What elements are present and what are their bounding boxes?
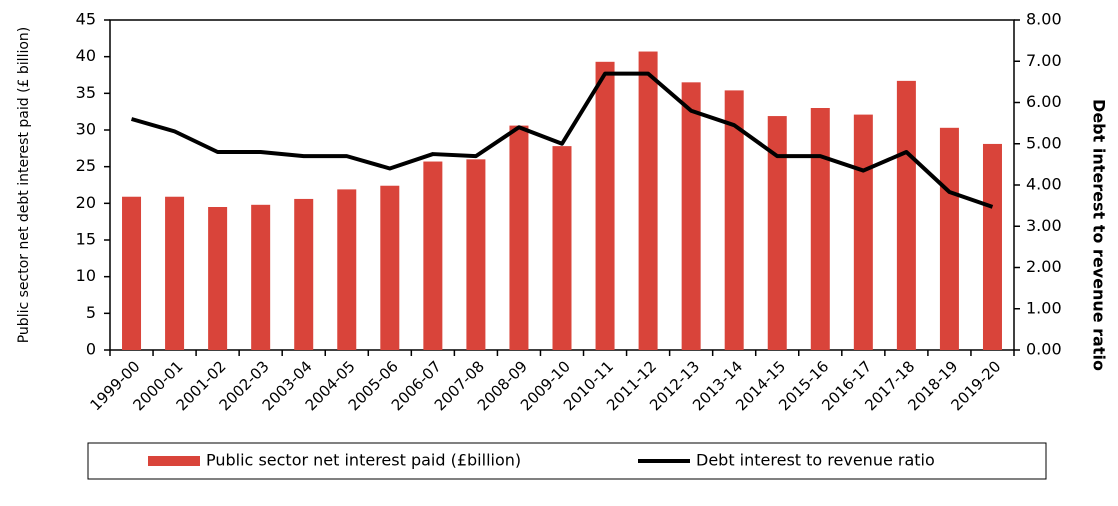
bar [767, 116, 787, 350]
y2-tick-label: 4.00 [1026, 175, 1062, 194]
bar [810, 108, 830, 350]
y-tick-label: 30 [76, 120, 96, 139]
bar [982, 143, 1002, 350]
bar [509, 125, 529, 350]
y-tick-label: 45 [76, 10, 96, 29]
y-tick-label: 0 [86, 340, 96, 359]
bar [380, 185, 400, 350]
legend-label: Debt interest to revenue ratio [696, 451, 935, 470]
bar [165, 196, 185, 350]
bar [423, 161, 443, 350]
y2-tick-label: 0.00 [1026, 340, 1062, 359]
y-tick-label: 5 [86, 303, 96, 322]
y2-tick-label: 2.00 [1026, 257, 1062, 276]
y-tick-label: 10 [76, 266, 96, 285]
bar [896, 80, 916, 350]
y2-tick-label: 1.00 [1026, 298, 1062, 317]
bar [552, 146, 572, 350]
line [130, 71, 994, 209]
y2-tick-label: 5.00 [1026, 133, 1062, 152]
bar [294, 198, 314, 350]
y2-tick-label: 7.00 [1026, 51, 1062, 70]
y2-tick-label: 3.00 [1026, 216, 1062, 235]
legend-label: Public sector net interest paid (£billio… [206, 451, 521, 470]
bar [638, 51, 658, 351]
y2-tick-label: 6.00 [1026, 92, 1062, 111]
bar [595, 61, 615, 351]
bar [466, 159, 486, 350]
y2-tick-label: 8.00 [1026, 10, 1062, 29]
bar [681, 82, 701, 350]
y-tick-label: 25 [76, 156, 96, 175]
y-tick-label: 15 [76, 230, 96, 249]
y-tick-label: 20 [76, 193, 96, 212]
y-axis-label: Public sector net debt interest paid (£ … [16, 27, 32, 344]
legend-swatch [148, 456, 200, 466]
bar [337, 189, 357, 350]
legend-box [87, 442, 1047, 480]
bar [208, 207, 228, 350]
bar [122, 196, 142, 350]
bar [939, 127, 959, 350]
y-tick-label: 40 [76, 46, 96, 65]
y2-axis-label: Debt interest to revenue ratio [1090, 99, 1109, 371]
bar [724, 90, 744, 351]
bar [251, 204, 271, 350]
y-tick-label: 35 [76, 83, 96, 102]
bar [853, 114, 873, 350]
